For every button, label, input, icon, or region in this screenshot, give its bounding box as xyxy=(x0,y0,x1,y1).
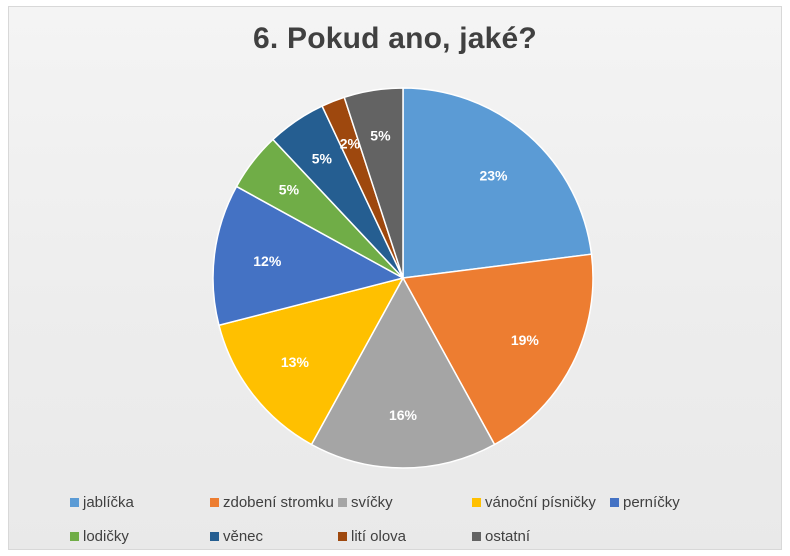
legend-label: lodičky xyxy=(83,527,129,545)
legend-item-3: vánoční písničky xyxy=(472,492,596,512)
legend-label: věnec xyxy=(223,527,264,545)
pie-data-label-1: 19% xyxy=(511,332,540,348)
legend-swatch xyxy=(210,531,219,541)
pie-data-label-4: 12% xyxy=(253,253,282,269)
legend-swatch xyxy=(70,531,79,541)
legend-item-4: perníčky xyxy=(610,492,680,512)
legend-swatch xyxy=(472,531,481,541)
legend-item-6: věnec xyxy=(210,526,263,546)
pie-slice-1 xyxy=(401,253,594,446)
legend-label: vánoční písničky xyxy=(485,493,596,511)
legend-swatch xyxy=(472,497,481,507)
legend-swatch xyxy=(610,497,619,507)
pie-slice-2 xyxy=(310,276,496,469)
legend-label: perníčky xyxy=(623,493,680,511)
legend-item-1: zdobení stromku xyxy=(210,492,334,512)
legend-label: lití olova xyxy=(351,527,407,545)
legend-item-5: lodičky xyxy=(70,526,129,546)
legend-swatch xyxy=(210,497,219,507)
pie-data-label-7: 2% xyxy=(340,136,361,152)
legend-swatch xyxy=(338,531,347,541)
pie-data-label-5: 5% xyxy=(279,181,300,197)
legend-label: svíčky xyxy=(351,493,393,511)
pie-data-label-6: 5% xyxy=(312,151,333,167)
legend-label: ostatní xyxy=(485,527,531,545)
legend-swatch xyxy=(338,497,347,507)
legend-item-0: jablíčka xyxy=(70,492,134,512)
pie-slice-3 xyxy=(218,276,405,446)
pie-slice-0 xyxy=(402,87,593,279)
pie-data-label-0: 23% xyxy=(479,167,508,183)
pie-slice-4 xyxy=(212,185,406,327)
legend-item-7: lití olova xyxy=(338,526,406,546)
pie-slice-8 xyxy=(343,87,404,279)
pie-data-label-2: 16% xyxy=(389,407,418,423)
legend-label: jablíčka xyxy=(83,493,134,511)
pie-data-label-3: 13% xyxy=(281,354,310,370)
legend-item-2: svíčky xyxy=(338,492,393,512)
pie-data-label-8: 5% xyxy=(370,127,391,143)
legend-label: zdobení stromku xyxy=(223,493,334,511)
legend-item-8: ostatní xyxy=(472,526,530,546)
legend-swatch xyxy=(70,497,79,507)
chart-title: 6. Pokud ano, jaké? xyxy=(253,22,537,55)
